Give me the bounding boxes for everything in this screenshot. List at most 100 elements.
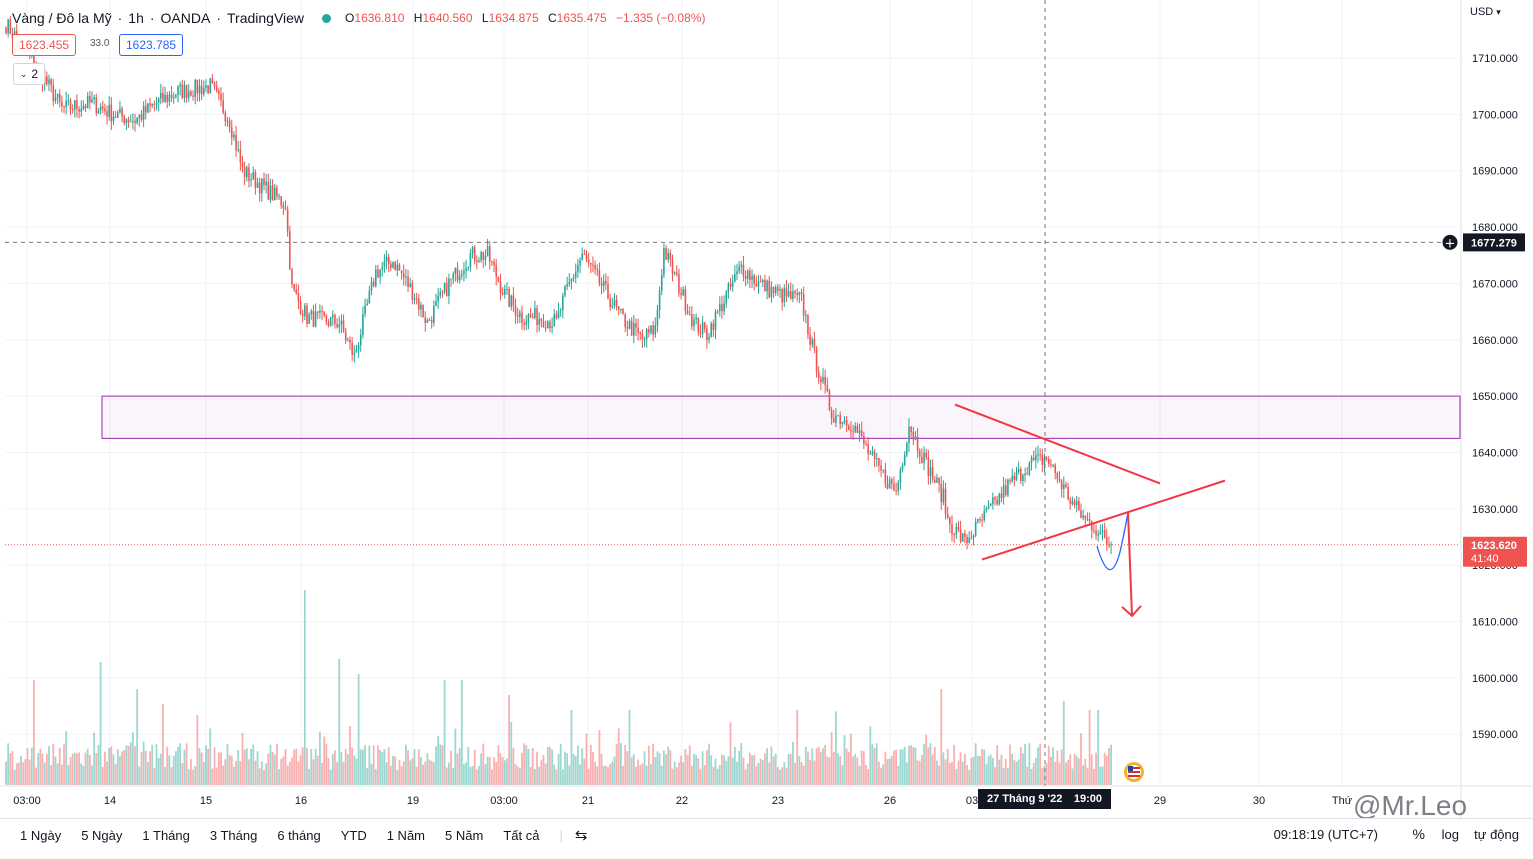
volume-bars [5,590,1112,785]
candle-body [555,314,558,318]
volume-bar [905,762,908,785]
candle-body [383,261,386,267]
candle-body [5,27,7,34]
volume-bar [581,748,584,785]
forecast-arrow-head [1121,605,1142,618]
log-toggle[interactable]: log [1441,827,1459,842]
volume-bar [18,762,20,785]
currency-selector[interactable]: USD ▾ [1470,6,1501,18]
candle-body [1047,458,1050,464]
range-1y[interactable]: 1 Năm [386,827,426,843]
volume-bar [757,762,760,785]
candle-body [205,85,207,89]
volume-bar [899,749,902,785]
volume-bar [484,764,487,785]
volume-bar [512,747,515,785]
volume-bar [753,754,756,785]
symbol-name[interactable]: Vàng / Đô la Mỹ [12,10,112,26]
date-range-icon[interactable]: ⇆ [574,827,588,844]
candle-body [901,464,904,470]
candle-body [106,111,108,117]
candle-body [841,421,844,424]
sell-button[interactable]: 1623.455 [12,34,77,56]
range-all[interactable]: Tất cả [503,827,540,843]
us-flag-event-icon[interactable] [1124,762,1144,782]
candle-body [602,280,605,286]
volume-bar [15,763,18,785]
volume-bar [959,752,962,785]
volume-bar [230,755,233,785]
volume-bar [540,760,543,785]
candle-body [996,499,998,505]
volume-bar [372,745,375,785]
volume-bar [420,756,422,785]
candle-body [258,182,261,194]
volume-bar [882,764,885,785]
volume-bar [192,769,194,785]
volume-bar [1047,745,1050,785]
add-alert-icon[interactable] [1441,233,1459,251]
volume-bar [209,728,212,785]
volume-bar [478,765,480,785]
price-chart[interactable]: 1590.0001600.0001610.0001620.0001630.000… [0,0,1533,818]
volume-bar [362,749,364,785]
candle-body [648,329,650,333]
range-ytd[interactable]: YTD [340,827,367,843]
volume-bar [319,731,321,785]
buy-button[interactable]: 1623.785 [119,34,184,56]
volume-bar [237,749,240,785]
volume-bar [256,751,259,785]
candle-body [435,301,437,307]
volume-bar [572,753,575,785]
volume-bar [310,749,313,785]
candle-body [680,293,682,295]
candle-body [701,322,704,334]
volume-bar [1011,754,1014,785]
candle-body [757,281,760,287]
candle-body [813,339,816,349]
volume-bar [931,754,934,785]
volume-bar [95,753,98,785]
candle-body [441,291,444,293]
candle-body [497,276,500,282]
volume-bar [147,762,149,785]
candle-body [871,451,874,454]
candle-body [512,295,515,306]
volume-bar [155,744,158,785]
candle-body [454,267,457,274]
volume-bar [1043,765,1046,785]
candle-body [665,247,667,260]
interval[interactable]: 1h [128,10,144,26]
percent-toggle[interactable]: % [1412,826,1425,842]
volume-bar [153,768,156,785]
range-5y[interactable]: 5 Năm [445,827,484,843]
volume-bar [783,762,786,785]
candle-body [832,418,835,423]
candle-body [473,247,476,261]
auto-scale-toggle[interactable]: tự động [1474,827,1519,842]
candle-body [903,454,906,465]
candle-body [484,256,487,260]
range-3m[interactable]: 3 Tháng [209,827,258,843]
price-axis[interactable]: 1590.0001600.0001610.0001620.0001630.000… [1472,53,1518,741]
volume-bar [463,764,465,785]
y-tick-label: 1610.000 [1472,617,1518,629]
time-axis[interactable]: 03:00 14 15 16 19 03:00 21 22 23 26 03 29 30 Thứ [13,795,1353,807]
indicators-toggle[interactable]: ⌄ 2 [13,63,45,85]
candle-body [381,266,384,270]
drawings[interactable] [954,403,1226,618]
clock[interactable]: 09:18:19 (UTC+7) [1273,827,1378,842]
range-5d[interactable]: 5 Ngày [81,827,123,843]
candle-body [630,320,633,336]
candle-body [667,252,669,260]
volume-bar [312,759,315,785]
range-1m[interactable]: 1 Tháng [142,827,190,843]
volume-bar [847,751,850,785]
range-6m[interactable]: 6 tháng [277,827,321,843]
candle-body [33,52,35,67]
range-1d[interactable]: 1 Ngày [20,827,62,843]
volume-bar [940,689,943,785]
candle-body [394,261,396,271]
candle-body [607,283,609,299]
volume-bar [1017,759,1020,785]
